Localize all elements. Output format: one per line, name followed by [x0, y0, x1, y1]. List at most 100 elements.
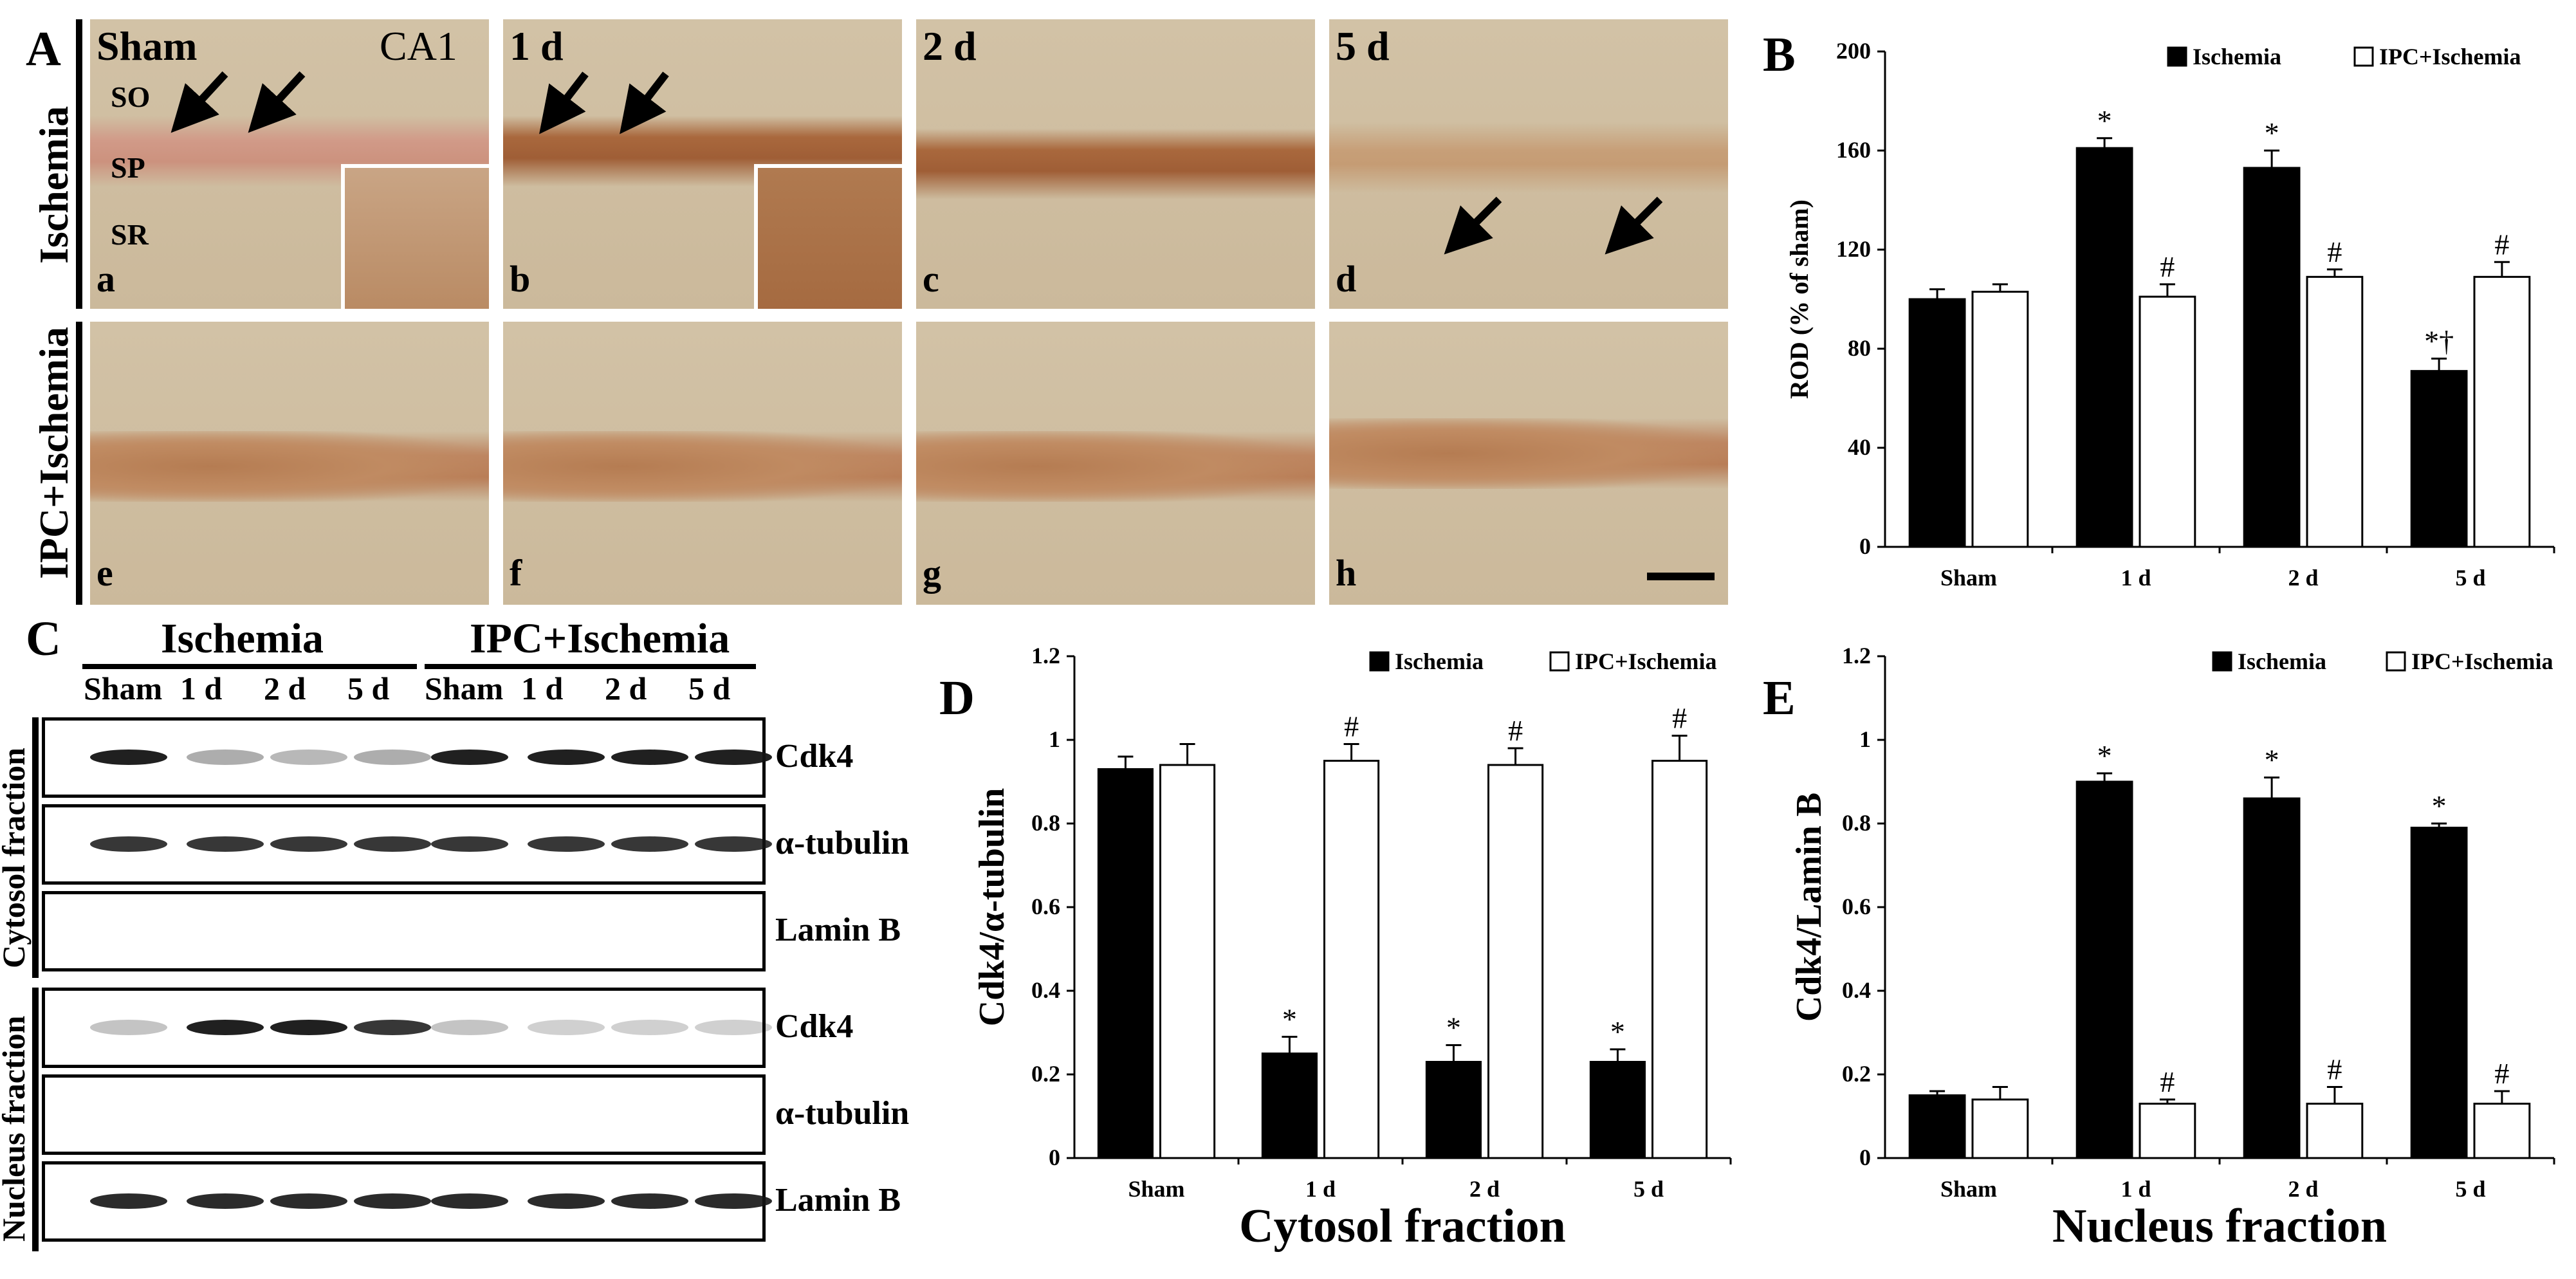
- time-label-1d: 1 d: [510, 23, 564, 69]
- protein-label: Cdk4: [775, 1008, 854, 1045]
- panel-letter: B: [1763, 28, 1796, 82]
- significance-mark: #: [2494, 1057, 2509, 1090]
- blot-strip: [42, 804, 772, 885]
- protein-label: Cdk4: [775, 738, 854, 775]
- y-tick-label: 1: [1859, 726, 1871, 752]
- bar: [1908, 298, 1966, 548]
- blot-band: [431, 1020, 508, 1035]
- y-tick-label: 0.2: [1842, 1061, 1871, 1087]
- y-tick-label: 0.8: [1842, 810, 1871, 836]
- bar: [1261, 1053, 1318, 1159]
- bar: [2075, 780, 2133, 1159]
- y-tick-label: 1.2: [1031, 643, 1060, 668]
- blot-band: [695, 1193, 772, 1209]
- arrow-icon: [170, 71, 228, 133]
- group-underline-ischemia: [82, 664, 417, 669]
- x-tick-label: 5 d: [2455, 1176, 2485, 1202]
- panel-letter-c: C: [26, 612, 61, 666]
- row-divider-ischemia: [76, 19, 82, 309]
- blot-band: [354, 750, 431, 765]
- significance-mark: *: [2265, 116, 2279, 149]
- sub-label-h: h: [1336, 552, 1357, 594]
- significance-mark: #: [1508, 714, 1523, 747]
- lane-label: 2 d: [605, 670, 647, 706]
- bar: [1651, 760, 1708, 1159]
- blot-band: [354, 836, 431, 852]
- legend-label: IPC+Ischemia: [2411, 649, 2553, 674]
- legend-swatch: [2212, 651, 2232, 672]
- bar: [1908, 1094, 1966, 1159]
- blot-band: [90, 836, 167, 852]
- blot-band: [528, 1020, 605, 1035]
- significance-mark: #: [2494, 228, 2509, 261]
- blot-band: [431, 836, 508, 852]
- chart-title: Cytosol fraction: [1239, 1200, 1566, 1253]
- arrow-icon: [539, 71, 589, 134]
- x-tick-label: 2 d: [1469, 1176, 1500, 1202]
- blot-band: [528, 750, 605, 765]
- blot-band: [187, 1020, 264, 1035]
- y-tick-label: 160: [1836, 137, 1871, 163]
- lane-label: Sham: [425, 670, 504, 706]
- chart-e: E 0 0.2 0.4 0.6 0.8 1 1.2 Cdk4/Lamin B Sham 1 d * #2…: [1763, 643, 2555, 1253]
- scale-bar: [1647, 573, 1715, 580]
- y-tick-label: 0: [1859, 1145, 1871, 1170]
- legend-swatch: [2386, 651, 2406, 672]
- y-tick-label: 1: [1049, 726, 1060, 752]
- micrograph-a: [90, 19, 489, 309]
- y-tick-label: 120: [1836, 236, 1871, 262]
- blot-band: [187, 750, 264, 765]
- protein-label: α-tubulin: [775, 1095, 910, 1132]
- blot-band: [528, 1193, 605, 1209]
- bar: [2410, 370, 2468, 548]
- significance-mark: *: [2432, 789, 2447, 822]
- significance-mark: *: [1610, 1015, 1625, 1048]
- x-tick-label: 2 d: [2288, 565, 2318, 591]
- protein-label: α-tubulin: [775, 825, 910, 861]
- legend-label: Ischemia: [1395, 649, 1484, 674]
- arrow-overlay: [170, 71, 1663, 255]
- bar: [1425, 1061, 1482, 1159]
- y-tick-label: 0: [1859, 533, 1871, 559]
- legend-swatch: [2167, 46, 2187, 67]
- group-label-ipc-ischemia: IPC+Ischemia: [470, 615, 730, 662]
- group-label-ischemia: Ischemia: [161, 615, 324, 662]
- significance-mark: *: [2097, 739, 2112, 772]
- bar: [2243, 167, 2301, 548]
- x-tick-label: 1 d: [1305, 1176, 1336, 1202]
- legend-swatch: [1369, 651, 1390, 672]
- y-tick-label: 40: [1848, 434, 1871, 460]
- blot-band: [695, 836, 772, 852]
- blot-strip: [42, 891, 766, 971]
- legend-swatch: [2353, 46, 2374, 67]
- blot-band: [270, 836, 347, 852]
- bar: [2139, 1103, 2196, 1159]
- x-tick-label: 5 d: [1633, 1176, 1664, 1202]
- bar: [1097, 768, 1154, 1159]
- lane-label: 2 d: [264, 670, 306, 706]
- blot-strip: [42, 1161, 772, 1242]
- sub-label-a: a: [97, 258, 115, 300]
- y-tick-label: 0.6: [1031, 894, 1060, 919]
- panel-letter: E: [1763, 671, 1796, 725]
- layer-label-so: SO: [111, 80, 151, 113]
- layer-label-sr: SR: [111, 218, 149, 251]
- micrograph-d: [1329, 19, 1728, 309]
- arrow-icon: [1605, 196, 1663, 255]
- bar: [2075, 147, 2133, 548]
- legend-label: Ischemia: [2193, 44, 2281, 69]
- significance-mark: #: [1344, 710, 1359, 743]
- bar: [2473, 1103, 2531, 1159]
- y-axis-label: Cdk4/α-tubulin: [972, 788, 1012, 1027]
- arrow-icon: [620, 71, 669, 134]
- blot-strip: [42, 988, 772, 1068]
- panel-letter: D: [939, 671, 975, 725]
- lane-label: 1 d: [180, 670, 223, 706]
- bar: [2243, 797, 2301, 1159]
- bar: [1589, 1061, 1646, 1159]
- arrow-icon: [1444, 196, 1502, 255]
- y-tick-label: 0.8: [1031, 810, 1060, 836]
- bar: [1971, 1098, 2029, 1159]
- blot-strip: [42, 1074, 766, 1155]
- bar: [2410, 827, 2468, 1159]
